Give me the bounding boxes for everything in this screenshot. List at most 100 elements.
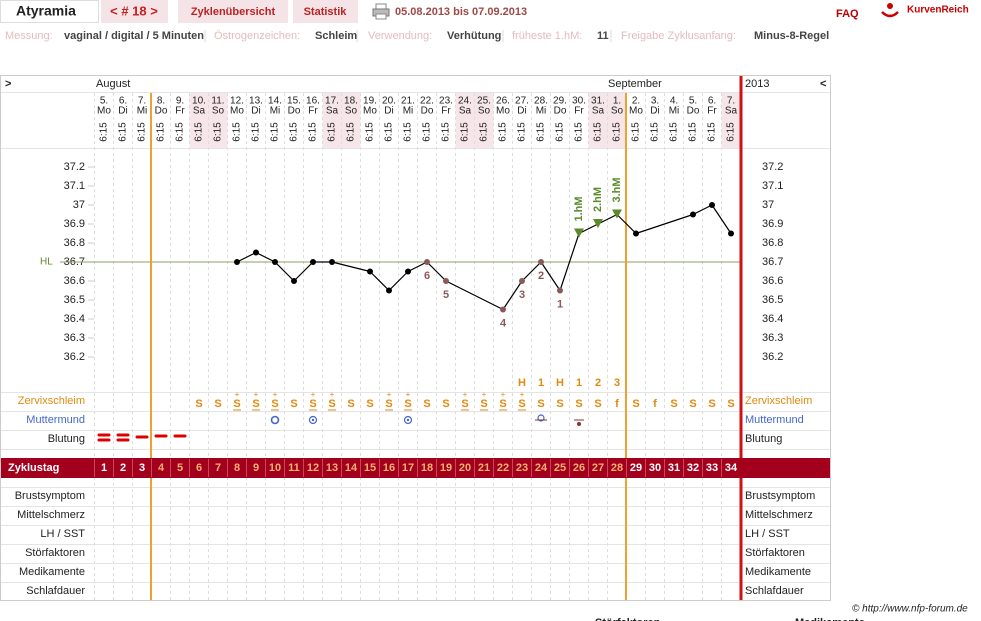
day-date: 4. xyxy=(670,96,678,107)
chart-frame xyxy=(0,75,831,601)
day-weekday: Sa xyxy=(459,106,472,117)
month: September xyxy=(608,78,662,90)
printer-icon[interactable] xyxy=(372,3,390,20)
day-weekday: Sa xyxy=(725,106,738,117)
weekend-column xyxy=(322,93,342,148)
hm-marker xyxy=(612,209,622,219)
cervix-mark: S xyxy=(689,398,696,410)
cycle-day: 30 xyxy=(649,462,661,474)
point-label: 3 xyxy=(519,289,525,301)
weekend-column xyxy=(474,93,494,148)
nav-right: < xyxy=(820,78,826,90)
temperature-point xyxy=(500,306,506,313)
day-date: 17. xyxy=(325,96,339,107)
muttermund-icons xyxy=(270,414,584,426)
y-tick-label-right: 36.6 xyxy=(762,275,783,287)
cycle-day: 27 xyxy=(592,462,604,474)
peak-mark: 1 xyxy=(576,377,582,389)
hm-label: 3.hM xyxy=(611,177,623,202)
cycle-day: 7 xyxy=(215,462,221,474)
row-label: Störfaktoren xyxy=(25,547,85,559)
tab-box[interactable] xyxy=(178,0,288,23)
day-time: 6:15 xyxy=(517,122,528,142)
day-date: 10. xyxy=(192,96,206,107)
cervix-mark: S xyxy=(575,398,582,410)
cycle-day: 21 xyxy=(478,462,490,474)
y-tick-label: 37 xyxy=(73,199,85,211)
day-weekday: Fr xyxy=(175,106,185,117)
day-date: 6. xyxy=(708,96,716,107)
cycle-day: 31 xyxy=(668,462,680,474)
row-label-right: Medikamente xyxy=(745,566,811,578)
day-date: 20. xyxy=(382,96,396,107)
temperature-point xyxy=(538,259,544,265)
cervix-mark: S xyxy=(708,398,715,410)
temperature-point xyxy=(405,268,411,275)
grid xyxy=(1,92,830,600)
info-value: Verhütung xyxy=(447,30,501,42)
cycle-day: 16 xyxy=(383,462,395,474)
day-date: 11. xyxy=(211,96,224,107)
temperature-point xyxy=(728,230,734,237)
temperature-segment xyxy=(616,214,637,234)
weekend-column xyxy=(189,93,209,148)
day-date: 18. xyxy=(344,96,358,107)
day-time: 6:15 xyxy=(422,122,433,142)
y-tick-label-right: 36.7 xyxy=(762,256,783,268)
cervix-mark: S xyxy=(290,398,297,410)
brand[interactable]: KurvenReich xyxy=(907,5,969,16)
cycle-day: 29 xyxy=(630,462,642,474)
day-time: 6:15 xyxy=(384,122,395,142)
day-time: 6:15 xyxy=(308,122,319,142)
cycle-day: 25 xyxy=(554,462,566,474)
cycle-day: 1 xyxy=(101,462,107,474)
cervix-mark: S xyxy=(423,398,430,410)
tab[interactable]: Zyklenübersicht xyxy=(191,6,276,18)
temperature-segment xyxy=(274,261,295,282)
cervix-mark: S xyxy=(309,398,316,410)
day-weekday: Do xyxy=(554,106,567,117)
peak-mark: 1 xyxy=(538,377,544,389)
cycle-day: 15 xyxy=(364,462,376,474)
y-tick-label: 37.2 xyxy=(64,161,85,173)
faq-link[interactable]: FAQ xyxy=(836,8,859,20)
day-time: 6:15 xyxy=(289,122,300,142)
cycle-nav[interactable]: < # 18 > xyxy=(110,3,158,18)
cervix-plus: + xyxy=(311,390,316,399)
day-date: 1. xyxy=(613,96,621,107)
row-label-right: Brustsymptom xyxy=(745,490,815,502)
row-label-right: Störfaktoren xyxy=(745,547,805,559)
temperature-segment xyxy=(388,271,409,291)
day-time: 6:15 xyxy=(137,122,148,142)
point-label: 1 xyxy=(557,298,563,310)
year: 2013 xyxy=(745,78,769,90)
day-weekday: Fr xyxy=(574,106,584,117)
day-time: 6:15 xyxy=(441,122,452,142)
day-weekday: Mo xyxy=(363,106,377,117)
tab-box[interactable] xyxy=(293,0,358,23)
cervix-mark: S xyxy=(347,398,354,410)
peak-mark: H xyxy=(556,377,564,389)
day-time: 6:15 xyxy=(669,122,680,142)
day-date: 19. xyxy=(363,96,377,107)
temperature-segment xyxy=(578,223,599,235)
info-label: früheste 1.hM: xyxy=(512,30,582,42)
row-label-right: Muttermund xyxy=(745,414,804,426)
date-range: 05.08.2013 bis 07.09.2013 xyxy=(395,6,527,18)
cycle-day: 13 xyxy=(326,462,338,474)
weekend-shading xyxy=(189,93,741,148)
temperature-segment xyxy=(236,251,257,263)
cervix-mark: S xyxy=(461,398,468,410)
peak-mark: 3 xyxy=(614,377,620,389)
day-weekday: So xyxy=(345,106,358,117)
temperature-segment xyxy=(293,261,314,282)
cervix-mark: S xyxy=(328,398,335,410)
day-date: 3. xyxy=(651,96,659,107)
day-weekday: So xyxy=(212,106,225,117)
row-label: LH / SST xyxy=(40,528,85,540)
tab[interactable]: Statistik xyxy=(304,6,348,18)
cycle-box[interactable] xyxy=(101,0,168,23)
day-date: 29. xyxy=(553,96,567,107)
day-time: 6:15 xyxy=(650,122,661,142)
